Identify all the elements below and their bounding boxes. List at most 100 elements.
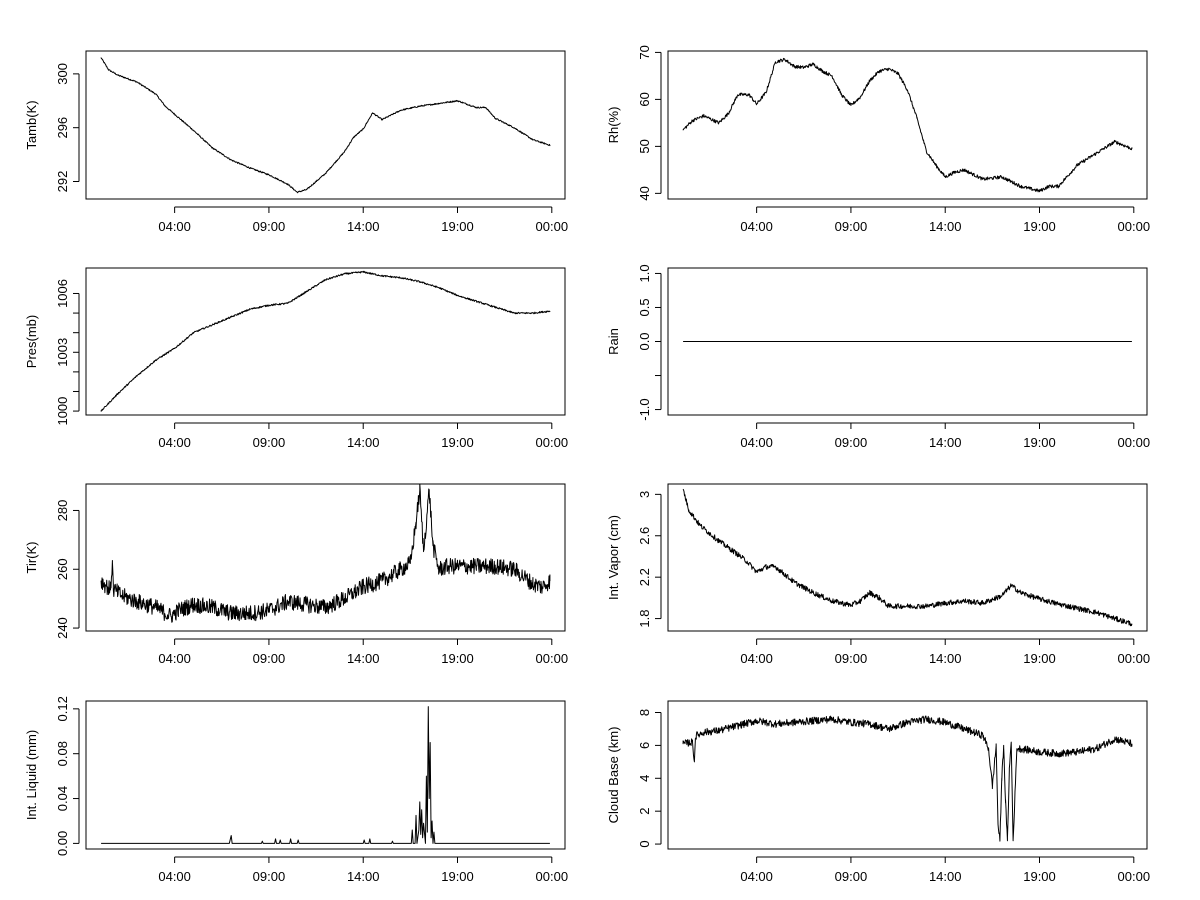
x-tick-label: 14:00 bbox=[347, 219, 380, 234]
series-line bbox=[682, 488, 1133, 627]
y-tick-label: 40 bbox=[637, 186, 652, 200]
x-tick-label: 00:00 bbox=[536, 219, 569, 234]
plot-frame bbox=[667, 50, 1148, 200]
y-tick-label: 1003 bbox=[55, 338, 70, 367]
y-axis-title: Int. Liquid (mm) bbox=[24, 730, 39, 820]
x-tick-label: 14:00 bbox=[347, 869, 380, 884]
x-tick-label: 04:00 bbox=[158, 869, 191, 884]
x-tick-label: 14:00 bbox=[929, 869, 962, 884]
y-tick-label: 4 bbox=[637, 775, 652, 782]
y-tick-label: 0.12 bbox=[55, 696, 70, 721]
pres-mb-panel: 04:00 09:00 14:00 19:00 00:00 1000 1003 1006 Pre… bbox=[24, 267, 569, 450]
plot-frame bbox=[667, 483, 1148, 632]
y-tick-label: 60 bbox=[637, 92, 652, 106]
y-tick-label: 1000 bbox=[55, 397, 70, 426]
y-axis-title: Tir(K) bbox=[24, 541, 39, 573]
plot-frame bbox=[85, 700, 566, 850]
x-tick-label: 19:00 bbox=[441, 651, 474, 666]
y-tick-label: 1.0 bbox=[637, 264, 652, 282]
series-line bbox=[682, 57, 1133, 193]
y-tick-label: 70 bbox=[637, 45, 652, 59]
x-tick-label: 19:00 bbox=[441, 219, 474, 234]
y-tick-label: 0.5 bbox=[637, 298, 652, 316]
x-tick-label: 04:00 bbox=[158, 651, 191, 666]
y-tick-label: 3 bbox=[637, 491, 652, 498]
int-vapor-cm-panel: 04:00 09:00 14:00 19:00 00:00 1.8 2.2 2.6 3 Int. … bbox=[606, 483, 1151, 666]
x-tick-label: 00:00 bbox=[536, 435, 569, 450]
x-tick-label: 04:00 bbox=[740, 435, 773, 450]
x-tick-label: 09:00 bbox=[835, 651, 868, 666]
tamb-k-panel: 04:00 09:00 14:00 19:00 00:00 292 296 300 Tamb(K… bbox=[24, 50, 569, 234]
x-tick-label: 14:00 bbox=[929, 219, 962, 234]
series-line bbox=[100, 270, 551, 412]
y-tick-label: 1006 bbox=[55, 279, 70, 308]
x-tick-label: 09:00 bbox=[835, 219, 868, 234]
series-line bbox=[100, 484, 551, 623]
plot-frame bbox=[667, 700, 1148, 850]
x-tick-label: 04:00 bbox=[740, 651, 773, 666]
x-tick-label: 00:00 bbox=[1118, 219, 1151, 234]
y-axis-title: Cloud Base (km) bbox=[606, 727, 621, 824]
x-tick-label: 09:00 bbox=[253, 651, 286, 666]
y-axis-title: Rain bbox=[606, 328, 621, 355]
y-tick-label: 300 bbox=[55, 63, 70, 85]
y-tick-label: 280 bbox=[55, 500, 70, 522]
y-tick-label: 0.08 bbox=[55, 741, 70, 766]
y-axis-title: Rh(%) bbox=[606, 107, 621, 144]
y-tick-label: 292 bbox=[55, 171, 70, 193]
y-tick-label: 0.0 bbox=[637, 332, 652, 350]
x-tick-label: 14:00 bbox=[347, 651, 380, 666]
y-tick-label: 0.04 bbox=[55, 786, 70, 811]
x-tick-label: 09:00 bbox=[253, 435, 286, 450]
x-tick-label: 19:00 bbox=[1023, 869, 1056, 884]
series-line bbox=[101, 706, 550, 844]
cloud-base-km-panel: 04:00 09:00 14:00 19:00 00:00 0 2 4 6 8 Cloud Base… bbox=[606, 700, 1151, 884]
x-tick-label: 04:00 bbox=[158, 219, 191, 234]
x-tick-label: 19:00 bbox=[1023, 219, 1056, 234]
plot-frame bbox=[85, 267, 566, 416]
x-tick-label: 04:00 bbox=[740, 869, 773, 884]
y-axis-title: Int. Vapor (cm) bbox=[606, 515, 621, 600]
y-tick-label: 1.8 bbox=[637, 610, 652, 628]
x-tick-label: 19:00 bbox=[1023, 435, 1056, 450]
x-tick-label: 19:00 bbox=[441, 869, 474, 884]
x-tick-label: 04:00 bbox=[158, 435, 191, 450]
x-tick-label: 00:00 bbox=[536, 869, 569, 884]
plot-frame bbox=[85, 50, 566, 200]
x-tick-label: 09:00 bbox=[835, 869, 868, 884]
rh-panel: 04:00 09:00 14:00 19:00 00:00 40 50 60 70 Rh(%) bbox=[606, 45, 1150, 234]
tir-k-panel: 04:00 09:00 14:00 19:00 00:00 240 260 280 Tir(K) bbox=[24, 483, 569, 666]
x-tick-label: 14:00 bbox=[347, 435, 380, 450]
y-tick-label: -1.0 bbox=[637, 398, 652, 420]
series-line bbox=[100, 57, 551, 194]
x-tick-label: 04:00 bbox=[740, 219, 773, 234]
rain-panel: 04:00 09:00 14:00 19:00 00:00 -1.0 0.0 0.5 1.0 Ra… bbox=[606, 264, 1150, 450]
y-tick-label: 2.6 bbox=[637, 527, 652, 545]
x-tick-label: 14:00 bbox=[929, 651, 962, 666]
series-line bbox=[682, 715, 1133, 842]
x-tick-label: 14:00 bbox=[929, 435, 962, 450]
y-tick-label: 50 bbox=[637, 139, 652, 153]
x-tick-label: 09:00 bbox=[253, 869, 286, 884]
y-tick-label: 296 bbox=[55, 117, 70, 139]
y-tick-label: 260 bbox=[55, 558, 70, 580]
y-axis-title: Pres(mb) bbox=[24, 315, 39, 368]
y-tick-label: 2.2 bbox=[637, 568, 652, 586]
y-tick-label: 0 bbox=[637, 840, 652, 847]
plot-frame bbox=[85, 483, 566, 632]
y-axis-title: Tamb(K) bbox=[24, 100, 39, 149]
x-tick-label: 00:00 bbox=[536, 651, 569, 666]
x-tick-label: 19:00 bbox=[1023, 651, 1056, 666]
x-tick-label: 09:00 bbox=[253, 219, 286, 234]
x-tick-label: 19:00 bbox=[441, 435, 474, 450]
y-tick-label: 240 bbox=[55, 617, 70, 639]
x-tick-label: 00:00 bbox=[1118, 869, 1151, 884]
plot-frame bbox=[667, 267, 1148, 416]
int-liquid-mm-panel: 04:00 09:00 14:00 19:00 00:00 0.00 0.04 0.08 0.1… bbox=[24, 696, 568, 884]
y-tick-label: 2 bbox=[637, 808, 652, 815]
y-tick-label: 6 bbox=[637, 742, 652, 749]
x-tick-label: 00:00 bbox=[1118, 435, 1151, 450]
x-tick-label: 00:00 bbox=[1118, 651, 1151, 666]
y-tick-label: 0.00 bbox=[55, 831, 70, 856]
